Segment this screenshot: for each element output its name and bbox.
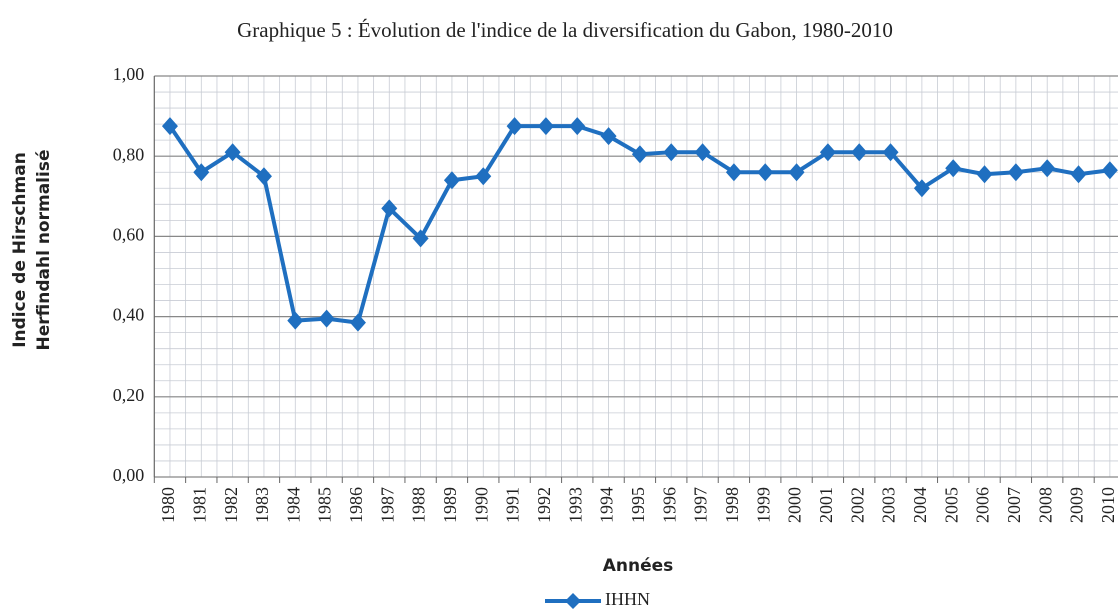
x-tick-label: 2010 xyxy=(1098,487,1118,523)
point-marker xyxy=(443,171,460,190)
x-tick-label: 1985 xyxy=(315,487,335,523)
x-tick-label: 2001 xyxy=(816,487,836,523)
point-marker xyxy=(349,313,366,332)
point-marker xyxy=(224,143,241,162)
point-marker xyxy=(694,143,711,162)
chart-title: Graphique 5 : Évolution de l'indice de l… xyxy=(237,18,893,42)
point-marker xyxy=(537,117,554,136)
point-marker xyxy=(1039,159,1056,178)
x-tick-label: 1983 xyxy=(252,487,272,523)
x-tick-label: 2008 xyxy=(1035,487,1055,523)
y-tick-label: 0,40 xyxy=(113,305,145,325)
point-marker xyxy=(569,117,586,136)
x-tick-label: 1997 xyxy=(691,487,711,523)
x-tick-label: 1992 xyxy=(534,487,554,523)
x-tick-label: 1980 xyxy=(158,487,178,523)
y-axis-label-line: Herfindahl normalisé xyxy=(34,150,54,351)
y-tick-label: 0,80 xyxy=(113,144,145,164)
point-marker xyxy=(851,143,868,162)
legend-label: IHHN xyxy=(605,589,650,609)
x-tick-label: 2000 xyxy=(785,487,805,523)
x-tick-label: 1998 xyxy=(722,487,742,523)
point-marker xyxy=(381,199,398,218)
x-tick-label: 1999 xyxy=(753,487,773,523)
point-marker xyxy=(976,165,993,184)
point-marker xyxy=(757,163,774,182)
point-marker xyxy=(631,145,648,164)
x-tick-label: 1988 xyxy=(409,487,429,523)
point-marker xyxy=(913,179,930,198)
x-tick-label: 1994 xyxy=(597,487,617,523)
point-marker xyxy=(506,117,523,136)
y-axis-label: Indice de Hirschman Herfindahl normalisé xyxy=(10,150,54,351)
x-tick-label: 2004 xyxy=(910,487,930,523)
y-tick-label: 0,60 xyxy=(113,225,145,245)
point-marker xyxy=(882,143,899,162)
x-tick-label: 1993 xyxy=(565,487,585,523)
y-tick-label: 1,00 xyxy=(113,64,145,84)
point-marker xyxy=(1070,165,1087,184)
point-marker xyxy=(287,311,304,330)
x-tick-label: 1982 xyxy=(221,487,241,523)
x-tick-label: 1991 xyxy=(503,487,523,523)
x-tick-label: 2005 xyxy=(941,487,961,523)
point-marker xyxy=(161,117,178,136)
point-marker xyxy=(193,163,210,182)
y-tick-label: 0,00 xyxy=(113,465,145,485)
x-tick-label: 1987 xyxy=(377,487,397,523)
point-marker xyxy=(600,127,617,146)
point-marker xyxy=(412,229,429,248)
point-marker xyxy=(788,163,805,182)
point-marker xyxy=(725,163,742,182)
y-tick-label: 0,20 xyxy=(113,385,145,405)
x-tick-label: 1989 xyxy=(440,487,460,523)
x-tick-label: 1995 xyxy=(628,487,648,523)
x-tick-label: 2006 xyxy=(973,487,993,523)
x-tick-label: 2009 xyxy=(1067,487,1087,523)
point-marker xyxy=(945,159,962,178)
x-tick-label: 1990 xyxy=(471,487,491,523)
x-tick-label: 1981 xyxy=(189,487,209,523)
x-tick-label: 1996 xyxy=(659,487,679,523)
x-axis-label: Années xyxy=(603,556,674,576)
point-marker xyxy=(1101,161,1118,180)
legend-marker xyxy=(565,593,581,609)
x-tick-label: 2003 xyxy=(879,487,899,523)
point-marker xyxy=(318,309,335,328)
x-tick-label: 1984 xyxy=(283,487,303,523)
point-marker xyxy=(663,143,680,162)
point-marker xyxy=(255,167,272,186)
x-tick-label: 2002 xyxy=(847,487,867,523)
x-tick-label: 2007 xyxy=(1004,487,1024,523)
x-tick-label: 1986 xyxy=(346,487,366,523)
point-marker xyxy=(475,167,492,186)
point-marker xyxy=(1007,163,1024,182)
point-marker xyxy=(819,143,836,162)
y-axis-label-line: Indice de Hirschman xyxy=(10,152,30,348)
